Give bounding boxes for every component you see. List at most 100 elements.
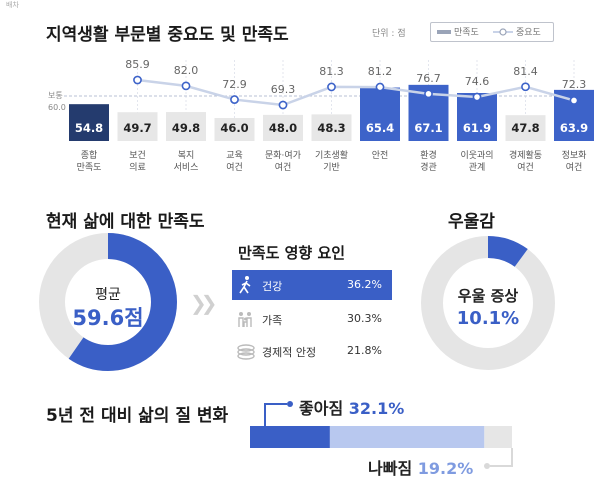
importance-point <box>278 100 288 110</box>
factor-row-economy: 경제적 안정 21.8% <box>232 336 392 366</box>
category-label-line: 여건 <box>226 163 243 173</box>
importance-value-label: 72.3 <box>561 78 587 92</box>
importance-point <box>472 92 482 102</box>
satisfaction-center-value: 59.6점 <box>72 306 144 330</box>
category-label-line: 복지 <box>177 151 195 161</box>
importance-value-label: 69.3 <box>270 83 296 96</box>
bar-value-label: 46.0 <box>220 121 249 135</box>
category-label: 안전 <box>358 150 402 162</box>
importance-point <box>133 75 142 85</box>
category-label-line: 이웃과의 <box>460 151 494 161</box>
worse-label-value: 19.2% <box>417 459 474 478</box>
worse-label: 나빠짐 19.2% <box>368 455 473 479</box>
category-label: 문화·여가 여건 <box>261 150 305 174</box>
bar-value-label: 61.9 <box>462 121 492 135</box>
factor-row-health: 건강 36.2% <box>232 270 392 300</box>
category-label: 기초생활 기반 <box>310 150 354 174</box>
bar-value-label: 65.4 <box>365 121 395 135</box>
worse-leader-dot <box>484 463 490 469</box>
better-label-text: 좋아짐 <box>299 399 344 418</box>
ref-label: 보통 <box>48 91 63 100</box>
legend-sat-label: 만족도 <box>454 28 479 38</box>
bar-value-label: 67.1 <box>414 121 443 135</box>
factor-value: 36.2% <box>347 278 382 291</box>
factor-value: 30.3% <box>347 312 382 325</box>
bar-satisfaction <box>69 104 109 141</box>
importance-value-label: 81.2 <box>367 65 393 79</box>
factor-row-family: 가족 30.3% <box>232 304 392 334</box>
chart1-legend: 만족도 중요도 <box>430 22 554 42</box>
bar-value-label: 49.8 <box>171 121 201 135</box>
category-label-line: 정보화 <box>561 151 587 161</box>
importance-value-label: 72.9 <box>222 77 247 91</box>
worse-label-text: 나빠짐 <box>368 459 413 478</box>
category-label-line: 교육 <box>226 151 243 161</box>
category-label-line: 의료 <box>129 163 146 173</box>
bar-satisfaction <box>117 112 158 141</box>
satisfaction-center-label: 평균 <box>95 287 121 303</box>
satisfaction-donut-arc <box>39 233 177 371</box>
category-label-line: 환경 <box>420 151 437 161</box>
importance-point <box>327 82 336 92</box>
satisfaction-donut <box>39 233 177 371</box>
factor-name: 건강 <box>262 280 283 293</box>
importance-value-label: 81.3 <box>319 64 344 78</box>
importance-point <box>424 89 433 99</box>
bar-satisfaction <box>214 118 255 141</box>
factor-name: 경제적 안정 <box>262 346 317 359</box>
top-label: 배차 <box>6 1 19 9</box>
category-label-line: 관계 <box>468 163 486 173</box>
importance-point <box>569 96 579 105</box>
legend-sat-swatch <box>437 30 451 34</box>
unit-label: 단위 : 점 <box>372 29 406 39</box>
change-bar-better <box>250 426 330 448</box>
depression-title: 우울감 <box>448 212 495 232</box>
bar-value-label: 63.9 <box>559 121 589 135</box>
change-bar-same <box>484 426 512 448</box>
depression-center-label: 우울 증상 <box>457 287 519 305</box>
category-label: 경제활동 여건 <box>504 150 548 174</box>
chart1-title: 지역생활 부문별 중요도 및 만족도 <box>46 25 289 45</box>
chart1-plot <box>64 60 594 141</box>
category-label-line: 보건 <box>129 151 146 161</box>
legend-imp-swatch <box>493 28 513 36</box>
importance-value-label: 74.6 <box>464 75 490 89</box>
change-chart <box>250 401 513 469</box>
bar-value-label: 54.8 <box>74 121 104 135</box>
bar-value-label: 48.3 <box>317 121 346 135</box>
coins-icon <box>237 344 255 360</box>
worse-leader-line <box>490 448 513 467</box>
depression-donut-arc <box>421 236 555 370</box>
factors-title: 만족도 영향 요인 <box>238 244 346 262</box>
importance-value-label: 76.7 <box>416 71 441 85</box>
better-leader-line <box>264 403 287 426</box>
bar-satisfaction <box>166 112 206 141</box>
importance-value-label: 81.4 <box>513 64 538 78</box>
bar-value-label: 49.7 <box>123 121 152 135</box>
category-label-line: 기초생활 <box>314 151 349 161</box>
bar-satisfaction <box>360 87 400 141</box>
category-label-line: 여건 <box>274 163 292 173</box>
category-label-line: 종합 <box>80 151 98 161</box>
category-label-line: 경제활동 <box>508 151 543 161</box>
category-label-line: 경관 <box>420 163 437 173</box>
importance-point <box>230 95 239 104</box>
importance-point <box>375 82 385 92</box>
walking-person-icon <box>239 276 251 294</box>
bar-value-label: 48.0 <box>268 121 298 135</box>
importance-point <box>521 82 530 92</box>
better-label-value: 32.1% <box>348 399 405 418</box>
factor-name: 가족 <box>262 314 283 327</box>
category-label-line: 안전 <box>371 151 389 161</box>
depression-donut <box>421 236 555 370</box>
category-label-line: 여건 <box>565 163 583 173</box>
category-label-line: 만족도 <box>76 163 102 173</box>
bar-satisfaction <box>263 114 303 141</box>
bar-satisfaction <box>311 114 352 141</box>
better-leader-dot <box>287 401 293 407</box>
category-label-line: 서비스 <box>173 163 199 173</box>
